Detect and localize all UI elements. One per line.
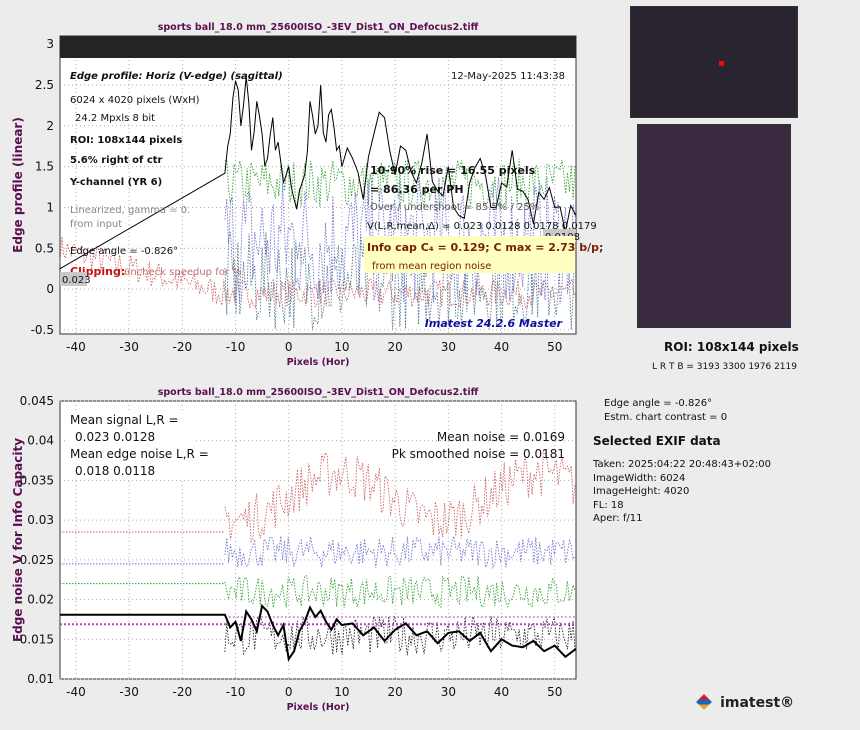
per-ph-label: = 86.36 per PH (370, 183, 464, 196)
series-green-profile (224, 158, 576, 209)
x-tick-label: -30 (119, 340, 139, 354)
y-tick-label: 0 (46, 282, 54, 296)
series-red-noise (224, 449, 576, 543)
plot-area-1 (59, 35, 577, 335)
info-cap-box (364, 236, 575, 273)
series-cyan-profile (224, 231, 576, 330)
info-from-label: from mean region noise (372, 261, 491, 272)
chart-title: sports ball_18.0 mm_25600ISO_-3EV_Dist1_… (158, 387, 479, 398)
y-tick-label: 0.035 (20, 473, 54, 487)
y-tick-label: 0.025 (20, 553, 54, 567)
exif-taken: Taken: 2025:04:22 20:48:43+02:00 (593, 459, 771, 470)
roi-label: ROI: 108x144 pixels (70, 135, 182, 146)
timestamp-label: 12-May-2025 11:43:38 (451, 71, 565, 82)
series-raw-noise (224, 614, 576, 656)
y-tick-label: 2 (46, 119, 54, 133)
x-axis-label: Pixels (Hor) (287, 702, 350, 713)
x-tick-label: -30 (119, 685, 139, 699)
y-axis-label: Edge profile (linear) (11, 117, 25, 253)
x-tick-label: -40 (66, 685, 86, 699)
y-tick-label: 0.02 (27, 593, 54, 607)
x-tick-label: 40 (494, 685, 509, 699)
mean-signal-box (66, 410, 196, 480)
mpxls-label: 24.2 Mpxls 8 bit (75, 113, 155, 124)
series-blue-noise (224, 536, 576, 570)
y-tick-label: 0.5 (35, 241, 54, 255)
y-tick-label: 0.03 (27, 513, 54, 527)
logo-icon (696, 694, 712, 710)
x-tick-label: 40 (494, 340, 509, 354)
edge-angle-label: Edge angle = -0.826° (70, 246, 178, 257)
roi-crop-image (637, 124, 791, 328)
x-tick-label: -40 (66, 340, 86, 354)
x-tick-label: 20 (387, 340, 402, 354)
overshoot-label: Over / undershoot = 85.5% / 25% (370, 202, 539, 213)
mean-signal-values: 0.023 0.0128 (75, 430, 155, 444)
roi-title: ROI: 108x144 pixels (664, 340, 799, 354)
image-strip (60, 36, 576, 58)
series-y-edge-profile (59, 76, 577, 270)
x-tick-label: -20 (173, 340, 193, 354)
y-tick-label: 0.01 (27, 672, 54, 686)
left-tag-label: 0.023 (62, 275, 91, 286)
x-tick-label: 50 (547, 685, 562, 699)
x-tick-label: 10 (334, 340, 349, 354)
rise-label: 10-90% rise = 16.55 pixels (370, 164, 536, 177)
roi-lrtb: L R T B = 3193 3300 1976 2119 (652, 362, 797, 372)
roi-marker (719, 61, 724, 66)
left-tag-bg (60, 272, 87, 286)
pk-smoothed-noise-label: Pk smoothed noise = 0.0181 (392, 447, 565, 461)
x-tick-label: 30 (441, 340, 456, 354)
full-image-thumbnail (630, 6, 798, 118)
from-input-label: from input (70, 219, 122, 230)
logo-text: imatest® (720, 695, 795, 711)
imatest-master-label: Imatest 24.2.6 Master (425, 317, 563, 330)
side-edge-angle: Edge angle = -0.826° (604, 398, 713, 409)
exif-width: ImageWidth: 6024 (593, 472, 686, 484)
x-tick-label: 10 (334, 685, 349, 699)
x-tick-label: 30 (441, 685, 456, 699)
info-cap-label: Info cap C₄ = 0.129; C max = 2.73 b/p; (367, 241, 603, 254)
clipping-note-label: uncheck speedup for % (124, 267, 242, 278)
edge-profile-label: Edge profile: Horiz (V-edge) (sagittal) (70, 71, 283, 82)
x-tick-label: -20 (173, 685, 193, 699)
exif-fl: FL: 18 (593, 499, 624, 511)
image-size-label: 6024 x 4020 pixels (WxH) (70, 95, 200, 106)
exif-list: Taken: 2025:04:22 20:48:43+02:00 ImageWi… (593, 458, 771, 526)
y-axis-label: Edge noise V for Info Capacity (11, 438, 25, 642)
chart-contrast: Estm. chart contrast = 0 (604, 412, 728, 423)
y-tick-label: -0.5 (31, 323, 54, 337)
y-tick-label: 2.5 (35, 78, 54, 92)
channel-label: Y-channel (YR 6) (69, 177, 162, 188)
vlr-label: V(L,R,mean,Δ) = 0.023 0.0128 0.0178 0.01… (367, 221, 597, 232)
x-tick-label: 0 (285, 340, 293, 354)
x-axis-label: Pixels (Hor) (287, 357, 350, 368)
chart-title: sports ball_18.0 mm_25600ISO_-3EV_Dist1_… (158, 22, 479, 33)
y-tick-label: 1.5 (35, 160, 54, 174)
mean-noise-label: Mean noise = 0.0169 (437, 430, 565, 444)
mean-signal-label: Mean signal L,R = (70, 413, 179, 427)
exif-height: ImageHeight: 4020 (593, 486, 690, 497)
mean-edge-noise-values: 0.018 0.0118 (75, 464, 155, 478)
exif-title: Selected EXIF data (593, 434, 721, 448)
x-tick-label: -10 (226, 685, 246, 699)
series-red-profile (59, 236, 576, 309)
y-tick-label: 0.04 (27, 434, 54, 448)
y-tick-label: 1 (46, 200, 54, 214)
mean-edge-noise-label: Mean edge noise L,R = (70, 447, 209, 461)
x-tick-label: 0 (285, 685, 293, 699)
linearized-label: Linearized, gamma = 0. (70, 205, 190, 216)
series-green-noise (224, 575, 576, 609)
ctr-label: 5.6% right of ctr (70, 155, 163, 166)
x-tick-label: 50 (547, 340, 562, 354)
y-tick-label: 3 (46, 37, 54, 51)
exif-aperture: Aper: f/11 (593, 513, 643, 524)
imatest-logo: imatest® (696, 692, 795, 711)
y-tick-label: 0.045 (20, 394, 54, 408)
y-tick-label: 0.015 (20, 632, 54, 646)
series-smoothed-noise (60, 603, 577, 662)
x-tick-label: -10 (226, 340, 246, 354)
x-tick-label: 20 (387, 685, 402, 699)
